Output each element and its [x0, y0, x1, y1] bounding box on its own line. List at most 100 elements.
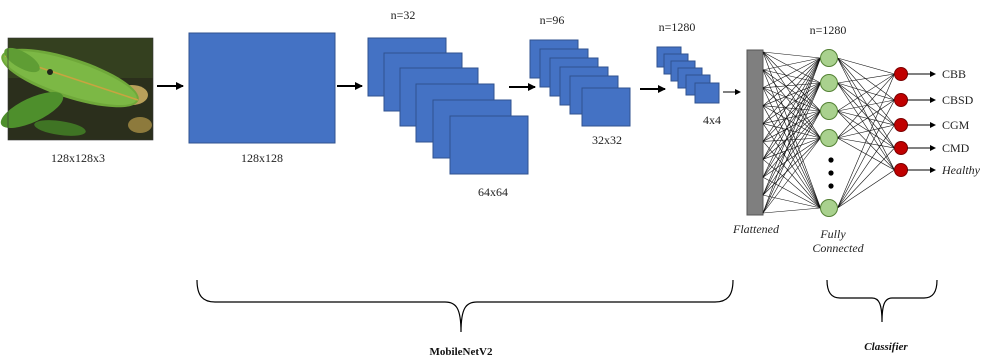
- connection-line: [837, 99, 895, 112]
- flatten-label: Flattened: [732, 222, 780, 236]
- output-node: [894, 118, 908, 132]
- stage4-count-label: n=1280: [659, 20, 696, 34]
- connection-line: [762, 51, 821, 59]
- classifier-group-label: Classifier: [864, 341, 908, 353]
- connection-line: [837, 57, 895, 171]
- connection-line: [837, 124, 895, 139]
- connection-line: [762, 57, 821, 178]
- output-layer: CBB CBSD CGM CMD Healthy: [894, 67, 981, 177]
- output-node: [894, 67, 908, 81]
- output-class-label: CBB: [942, 67, 966, 81]
- stage1-size-label: 128x128: [241, 151, 283, 165]
- connection-line: [837, 169, 895, 209]
- connection-line: [762, 57, 821, 142]
- connection-line: [837, 73, 895, 84]
- dense-node: [820, 49, 838, 67]
- dense-node: [820, 102, 838, 120]
- dense-ellipsis: [828, 157, 834, 189]
- connection-line: [762, 57, 821, 124]
- connection-line: [837, 99, 895, 139]
- connection-line: [837, 73, 895, 112]
- output-node: [894, 141, 908, 155]
- dense-node: [820, 129, 838, 147]
- connection-line: [762, 137, 821, 142]
- dense-node: [820, 199, 838, 217]
- connection-line: [762, 176, 821, 209]
- connection-line: [762, 82, 821, 124]
- connection-line: [762, 87, 821, 139]
- connection-line: [762, 137, 821, 214]
- connection-line: [762, 123, 821, 139]
- connection-line: [762, 82, 821, 160]
- connection-line: [837, 73, 895, 209]
- connection-line: [762, 57, 821, 196]
- connection-line: [762, 110, 821, 196]
- connection-line: [762, 82, 821, 89]
- connection-line: [762, 51, 821, 139]
- stage3-count-label: n=96: [540, 13, 565, 27]
- connection-line: [762, 82, 821, 178]
- connection-line: [837, 137, 895, 149]
- connection-line: [837, 110, 895, 126]
- output-node: [894, 93, 908, 107]
- output-class-label: CBSD: [942, 93, 974, 107]
- feature-map-stack-32: [529, 39, 631, 127]
- connection-line: [837, 124, 895, 209]
- connection-line: [762, 82, 821, 106]
- output-class-label: CMD: [942, 141, 970, 155]
- output-node: [894, 163, 908, 177]
- connection-line: [762, 82, 821, 196]
- dense-label-line1: Fully: [819, 227, 846, 241]
- dense-label-line2: Connected: [812, 241, 864, 255]
- leaf-photo-icon: [0, 37, 154, 141]
- feature-map-stack-4: [656, 46, 720, 104]
- connection-line: [762, 57, 821, 89]
- connection-line: [837, 82, 895, 149]
- connection-line: [762, 110, 821, 178]
- connection-line: [762, 57, 821, 106]
- stage3-size-label: 32x32: [592, 133, 622, 147]
- connections-flatten-to-dense: [762, 51, 821, 214]
- connection-line: [762, 110, 821, 214]
- connection-line: [762, 57, 821, 214]
- feature-map-64: [449, 115, 529, 175]
- feature-map-stack-64: [367, 37, 529, 175]
- connection-line: [762, 82, 821, 142]
- flatten-layer-bar: [746, 49, 764, 216]
- connection-line: [762, 69, 821, 139]
- input-size-label: 128x128x3: [51, 151, 105, 165]
- connection-line: [762, 105, 821, 209]
- connection-line: [837, 99, 895, 209]
- feature-map-128: [188, 32, 336, 144]
- dense-node: [820, 74, 838, 92]
- stage2-size-label: 64x64: [478, 185, 508, 199]
- connection-line: [762, 123, 821, 209]
- stage2-count-label: n=32: [391, 8, 416, 22]
- feature-map-4: [694, 82, 720, 104]
- classifier-brace: [826, 279, 938, 323]
- connection-line: [762, 57, 821, 160]
- connection-line: [837, 57, 895, 75]
- connection-line: [762, 57, 821, 71]
- connection-line: [837, 73, 895, 139]
- stage4-size-label: 4x4: [703, 113, 721, 127]
- connection-line: [762, 82, 821, 214]
- connection-line: [762, 105, 821, 139]
- connection-line: [837, 147, 895, 209]
- connections-dense-to-output: [837, 57, 895, 209]
- connection-line: [762, 137, 821, 196]
- connection-line: [762, 141, 821, 209]
- feature-map-32: [581, 87, 631, 127]
- dense-layer-nodes: [820, 49, 838, 217]
- output-class-label: Healthy: [941, 163, 981, 177]
- backbone-group-label: MobileNetV2: [430, 346, 493, 358]
- connection-line: [837, 82, 895, 101]
- connection-line: [762, 159, 821, 209]
- connection-line: [837, 82, 895, 171]
- connection-line: [837, 110, 895, 149]
- connection-line: [837, 57, 895, 149]
- output-class-label: CGM: [942, 118, 970, 132]
- backbone-brace: [196, 279, 734, 333]
- connection-line: [837, 57, 895, 101]
